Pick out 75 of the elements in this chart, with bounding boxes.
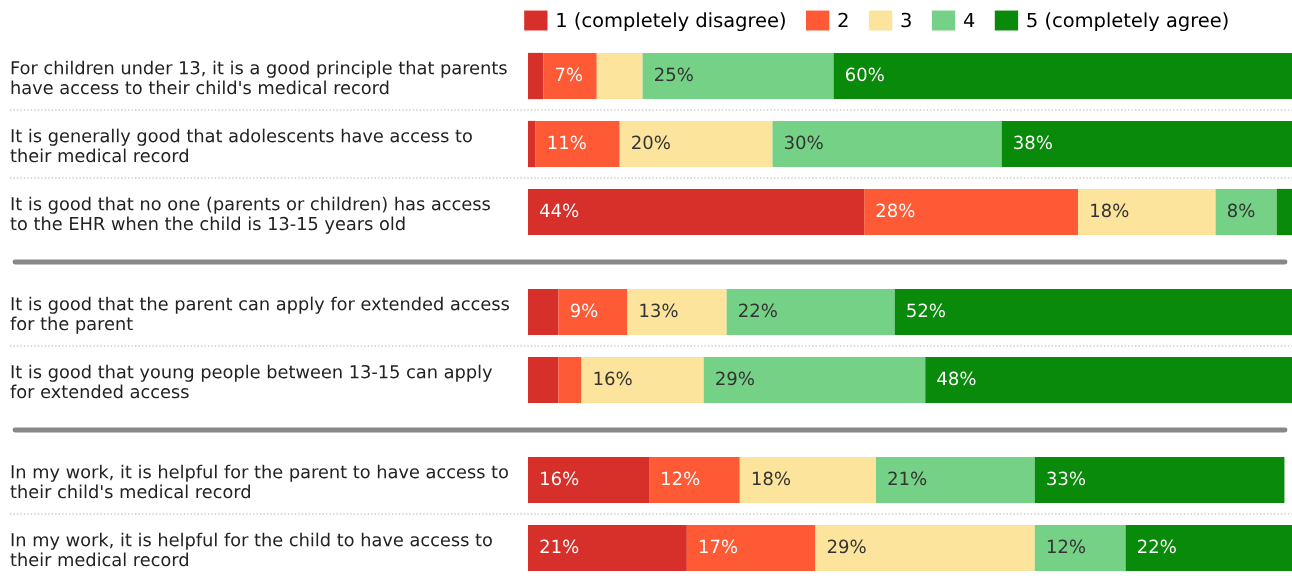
bar bbox=[528, 52, 544, 100]
y-tick-label: It is generally good that adolescents have access to their medical record bbox=[10, 128, 472, 163]
legend-label: 1 (completely disagree) bbox=[557, 12, 785, 32]
data-label: 48% bbox=[937, 371, 976, 386]
bar bbox=[642, 52, 834, 100]
bar bbox=[543, 52, 597, 100]
bar bbox=[528, 120, 536, 168]
data-label: 20% bbox=[632, 135, 670, 150]
bar bbox=[528, 524, 687, 572]
data-label: 13% bbox=[640, 303, 678, 318]
data-label: 21% bbox=[540, 539, 579, 554]
data-label: 17% bbox=[699, 539, 738, 554]
data-label: 12% bbox=[1047, 539, 1086, 554]
y-tick-label: For children under 13, it is a good principle that parents have access to their child's medical record bbox=[11, 60, 507, 95]
bar bbox=[726, 288, 895, 336]
bar bbox=[558, 356, 582, 404]
data-label: 21% bbox=[888, 471, 927, 486]
data-label: 28% bbox=[876, 203, 915, 218]
y-tick-label: In my work, it is helpful for the parent to have access to their child's medical record bbox=[10, 464, 508, 499]
data-label: 18% bbox=[1091, 203, 1129, 218]
bar bbox=[528, 356, 559, 404]
bar bbox=[815, 524, 1035, 572]
bar bbox=[596, 52, 643, 100]
y-tick-label: It is good that young people between 13-15 can apply for extended access bbox=[10, 364, 493, 399]
bar bbox=[528, 456, 650, 504]
bar bbox=[1034, 524, 1126, 572]
y-tick-label: In my work, it is helpful for the child to have access to their medical record bbox=[10, 532, 492, 567]
bar bbox=[1215, 188, 1277, 236]
data-label: 8% bbox=[1227, 203, 1255, 218]
bar bbox=[1276, 188, 1292, 236]
bar bbox=[1034, 456, 1285, 504]
bar bbox=[528, 188, 865, 236]
bar bbox=[925, 356, 1292, 404]
data-label: 7% bbox=[555, 67, 583, 82]
bar bbox=[686, 524, 816, 572]
data-label: 29% bbox=[827, 539, 866, 554]
legend-label: 2 bbox=[838, 12, 848, 28]
data-label: 44% bbox=[539, 203, 579, 218]
bar bbox=[833, 52, 1292, 100]
bar bbox=[1001, 120, 1292, 168]
bar bbox=[875, 456, 1035, 504]
data-label: 29% bbox=[716, 371, 754, 386]
legend-label: 4 bbox=[963, 12, 975, 28]
bar bbox=[627, 288, 727, 336]
bar bbox=[739, 456, 876, 504]
data-label: 12% bbox=[662, 471, 700, 486]
data-label: 9% bbox=[570, 303, 598, 318]
data-label: 16% bbox=[594, 371, 632, 386]
data-label: 60% bbox=[845, 67, 884, 82]
data-label: 22% bbox=[1138, 539, 1176, 554]
data-label: 38% bbox=[1014, 135, 1052, 150]
data-label: 11% bbox=[548, 135, 586, 150]
bar bbox=[619, 120, 773, 168]
legend-label: 3 bbox=[901, 12, 911, 28]
data-label: 33% bbox=[1047, 471, 1086, 486]
bar bbox=[703, 356, 926, 404]
data-label: 30% bbox=[784, 135, 823, 150]
data-label: 52% bbox=[907, 303, 945, 318]
bar bbox=[864, 188, 1079, 236]
bar bbox=[894, 288, 1292, 336]
bar bbox=[649, 456, 740, 504]
legend-label: 5 (completely agree) bbox=[1027, 12, 1228, 32]
bar bbox=[558, 288, 628, 336]
data-label: 25% bbox=[655, 67, 693, 82]
data-label: 22% bbox=[739, 303, 777, 318]
data-label: 18% bbox=[752, 471, 791, 486]
bar bbox=[1125, 524, 1292, 572]
bar bbox=[535, 120, 620, 168]
bar bbox=[528, 288, 559, 336]
bar bbox=[581, 356, 704, 404]
bar bbox=[1078, 188, 1216, 236]
y-tick-label: It is good that the parent can apply for extended access for the parent bbox=[10, 296, 509, 334]
data-label: 16% bbox=[541, 471, 579, 486]
y-tick-label: It is good that no one (parents or children) has access to the EHR when the child is 13-15 years old bbox=[10, 196, 490, 234]
bar bbox=[772, 120, 1002, 168]
